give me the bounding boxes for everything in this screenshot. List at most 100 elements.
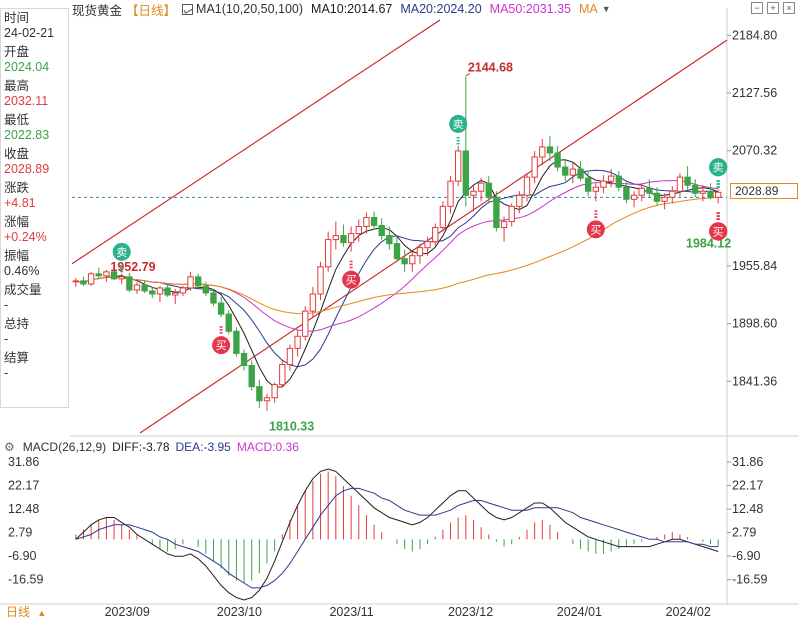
candle-body [149, 290, 156, 295]
candle-body [577, 168, 584, 179]
signal-arrow-dot [456, 136, 460, 139]
change-label: 涨跌 [4, 181, 30, 195]
ma1-label[interactable]: MA1(10,20,50,100) [196, 2, 304, 16]
ma50-label: MA50:2031.35 [489, 2, 571, 16]
signal-label: 买 [346, 274, 357, 287]
candle-body [386, 235, 393, 245]
signal-arrow-dot [219, 326, 223, 328]
macd-tick-label: 12.48 [732, 502, 763, 516]
candle-body [347, 233, 355, 244]
candle-body [638, 187, 645, 196]
candle-body [661, 196, 668, 202]
candle-body [707, 190, 714, 198]
time-axis-label: 2023/09 [105, 605, 150, 618]
close-value: 2028.89 [4, 162, 50, 176]
channel-upper-line [71, 19, 441, 265]
high-annotation: 2144.68 [468, 61, 513, 75]
signal-arrow-dot [716, 212, 720, 214]
dropdown-icon[interactable]: ▼ [601, 4, 611, 14]
candle-body [462, 150, 470, 196]
close-icon[interactable]: × [783, 2, 795, 14]
candle-body [569, 168, 577, 176]
annotations: 2144.68 1810.33 1952.79 1984.12 [110, 61, 731, 434]
ma-legend: 现货黄金 【日线】 MA1(10,20,50,100) MA10:2014.67… [72, 1, 611, 18]
time-axis-label: 2024/01 [557, 605, 602, 618]
macd-dea-label: DEA:-3.95 [175, 440, 231, 454]
price-axis: 2184.80 2127.56 2070.32 1955.84 1898.60 1841.… [8, 28, 777, 618]
sell-signal-badge [112, 242, 131, 261]
candle-body [233, 330, 240, 354]
close-label: 收盘 [4, 147, 30, 161]
timeframe-tab[interactable]: 日线 ▲ [0, 605, 68, 618]
grid [0, 8, 799, 605]
sell-signal-badge [449, 114, 468, 133]
high-value: 2032.11 [4, 94, 49, 108]
macd-title[interactable]: MACD(26,12,9) [22, 440, 107, 454]
macd-diff-label: DIFF:-3.78 [112, 440, 170, 454]
candle-body [225, 313, 232, 332]
candle-body [355, 226, 362, 235]
candle-body [432, 227, 439, 243]
signal-arrow-dot [456, 139, 460, 142]
price-tick-label: 1955.84 [732, 259, 777, 273]
candle-body [248, 365, 255, 388]
candle-body [202, 285, 210, 294]
candle-body [630, 194, 638, 200]
macd-dea-line [75, 487, 719, 589]
signal-arrow-dot [219, 329, 223, 331]
macd-tick-label: 31.86 [732, 455, 763, 469]
ma20-line [75, 169, 719, 368]
signal-arrow-dot [120, 264, 124, 267]
macd-settings-icon[interactable]: ⚙ [4, 440, 15, 454]
candle-body [562, 166, 569, 176]
time-axis-label: 2023/12 [448, 605, 493, 618]
candle-body [500, 220, 508, 229]
candle-body [286, 347, 294, 366]
candle-body [103, 271, 110, 277]
candle-body [607, 175, 615, 182]
minus-icon[interactable]: − [751, 2, 763, 14]
candle-body [539, 146, 546, 158]
price-tick-label: 1841.36 [732, 374, 777, 388]
macd-tick-label: 2.79 [732, 526, 756, 540]
candle-body [317, 266, 324, 295]
candle-body [615, 175, 622, 188]
settle-label: 结算 [4, 351, 30, 365]
candle-body [554, 152, 561, 168]
plus-icon[interactable]: + [767, 2, 779, 14]
candle-body [217, 302, 225, 315]
candle-body [363, 216, 370, 227]
signal-label: 卖 [116, 246, 127, 259]
candle-body [294, 335, 301, 349]
low-value: 2022.83 [4, 128, 50, 142]
candle-body [72, 280, 79, 283]
candle-body [87, 273, 95, 285]
candle-body [141, 284, 148, 292]
candle-body [416, 247, 424, 257]
candle-body [309, 293, 317, 312]
candle-body [485, 182, 492, 198]
candle-body [195, 276, 202, 287]
low-label: 最低 [4, 113, 30, 127]
candle-body [118, 276, 125, 280]
indicator-settings-icon[interactable] [182, 3, 194, 15]
candle-body [95, 273, 102, 277]
price-tick-label: 1898.60 [732, 317, 777, 331]
signal-arrow-dot [349, 266, 353, 269]
hold-label: 总持 [4, 317, 30, 331]
timeframe-label[interactable]: 【日线】 [126, 3, 177, 18]
signal-arrow-dot [120, 270, 124, 273]
candle-body [600, 180, 607, 188]
candle-body [684, 176, 691, 186]
macd-value-label: MACD:0.36 [236, 440, 299, 454]
recent-low-annotation: 1984.12 [686, 236, 731, 250]
ma100-line [75, 196, 719, 315]
candle-body [676, 176, 684, 192]
symbol-name[interactable]: 现货黄金 [72, 3, 123, 18]
sell-signal-badge [709, 158, 728, 177]
info-panel: 时间 24-02-21 开盘 2024.04 最高 2032.11 最低 202… [0, 8, 69, 408]
candle-body [370, 216, 378, 226]
signal-arrow-dot [349, 260, 353, 263]
candle-body [447, 180, 454, 207]
